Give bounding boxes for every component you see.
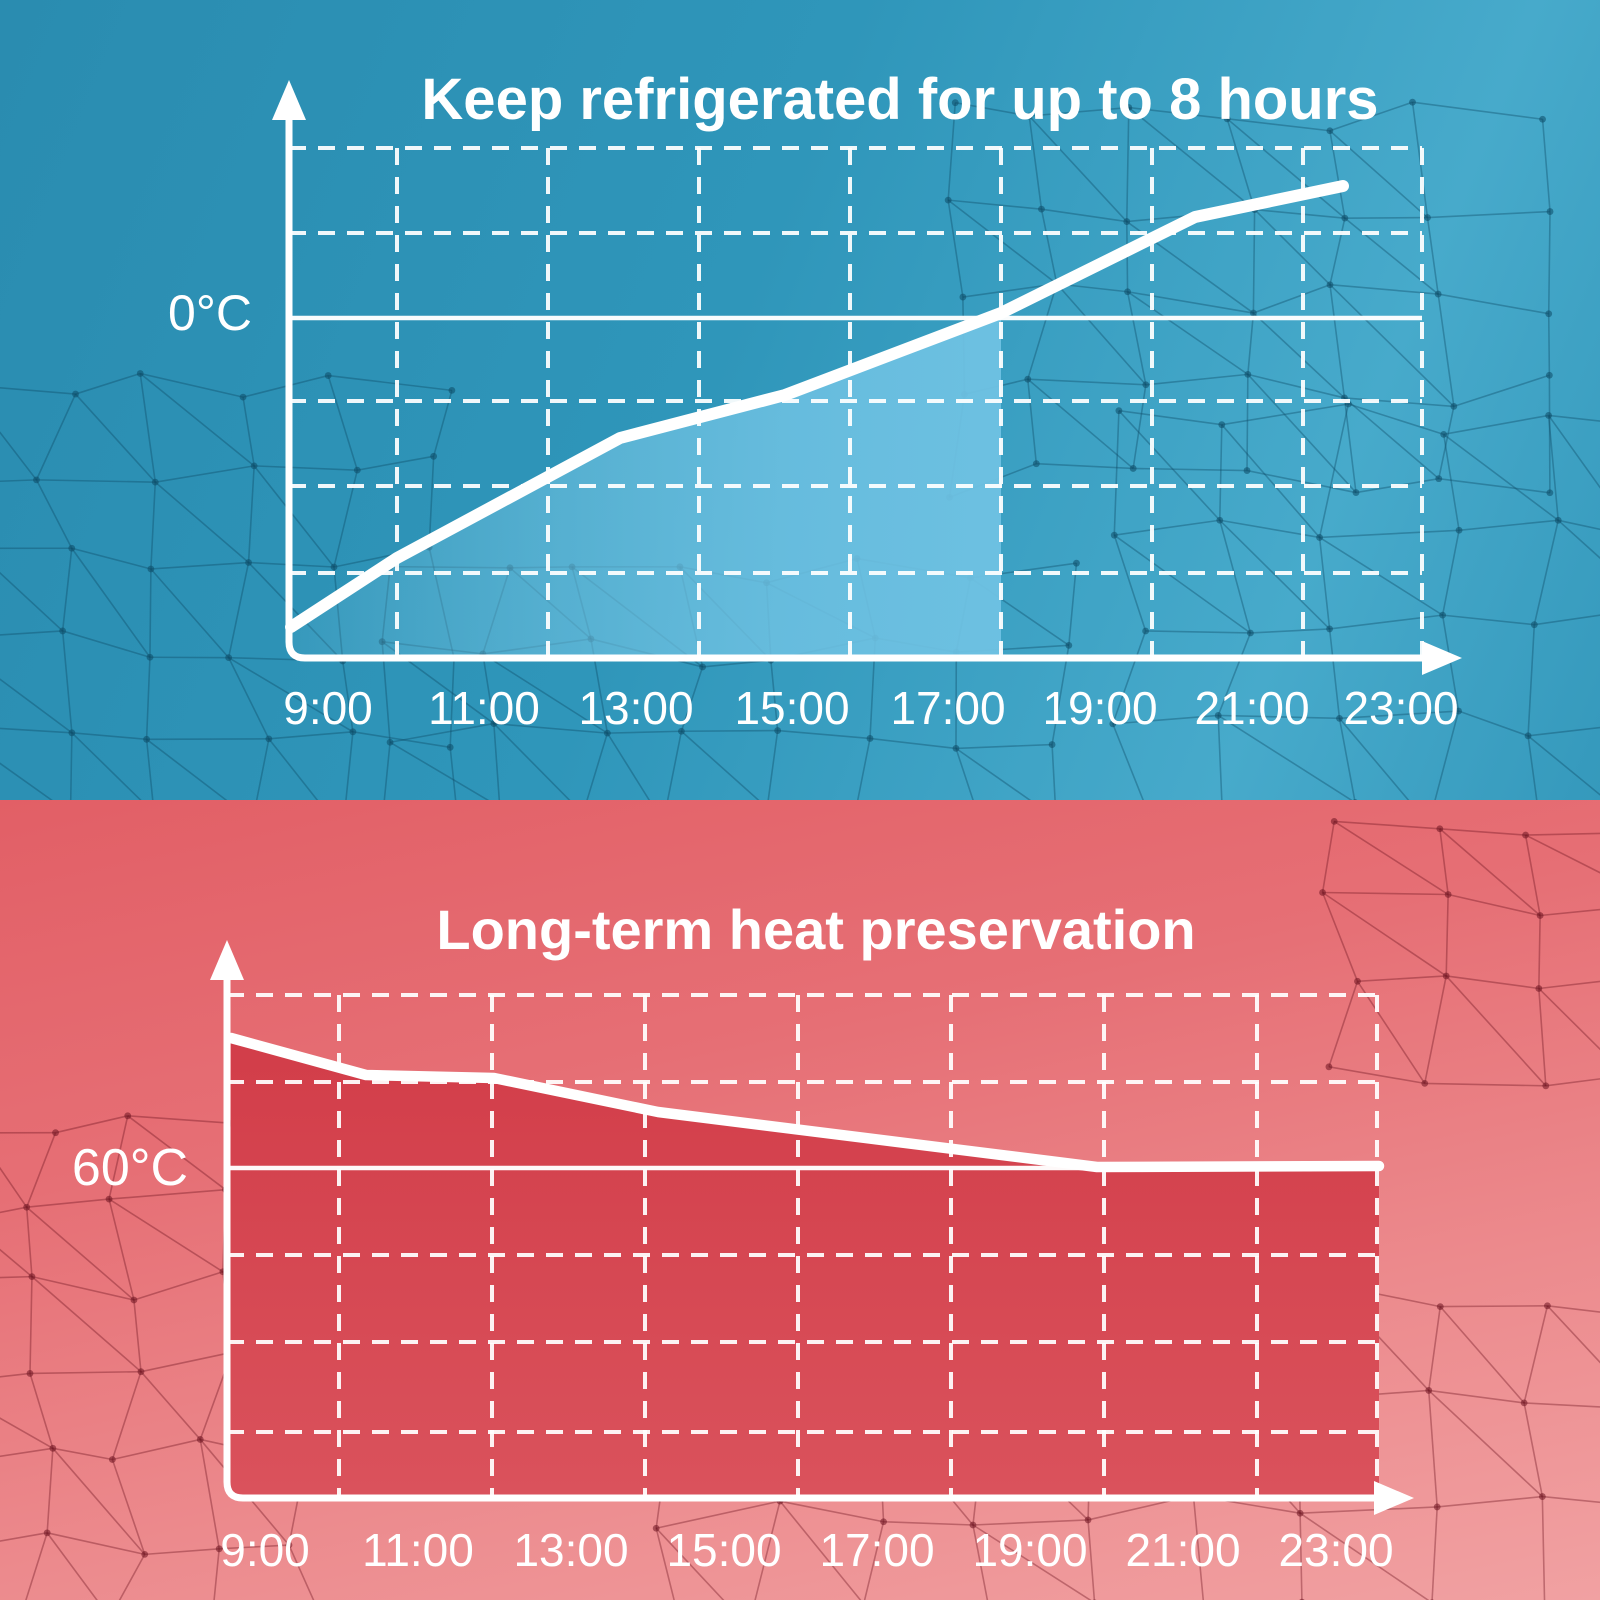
x-axis-arrow-icon (1422, 641, 1462, 675)
x-tick-label: 19:00 (972, 1524, 1088, 1576)
refrigerated-temperature-line (285, 180, 1349, 633)
mesh-decoration (1319, 818, 1600, 1090)
x-tick-label: 13:00 (513, 1524, 629, 1576)
grid (227, 993, 1379, 1498)
heat-preservation-title: Long-term heat preservation (436, 897, 1196, 961)
x-tick-label: 15:00 (666, 1524, 782, 1576)
x-tick-label: 15:00 (734, 682, 850, 734)
x-tick-label: 19:00 (1042, 682, 1158, 734)
grid (289, 146, 1424, 658)
heat-preservation-area-fill (229, 1038, 1379, 1496)
x-tick-label: 23:00 (1278, 1524, 1394, 1576)
x-tick-label: 9:00 (283, 682, 373, 734)
refrigerated-chart (0, 80, 1600, 800)
y-axis-arrow-icon (210, 940, 244, 980)
refrigerated-y-axis-label: 0°C (168, 285, 252, 341)
axes (285, 112, 1432, 662)
x-tick-label: 21:00 (1194, 682, 1310, 734)
refrigerated-title: Keep refrigerated for up to 8 hours (421, 66, 1379, 132)
heat-preservation-y-axis-label: 60°C (71, 1139, 189, 1197)
x-tick-label: 21:00 (1125, 1524, 1241, 1576)
refrigerated-panel: Keep refrigerated for up to 8 hours 0°C … (0, 0, 1600, 800)
x-tick-label: 23:00 (1343, 682, 1459, 734)
heat-preservation-chart (0, 818, 1600, 1600)
x-axis-arrow-icon (1374, 1481, 1414, 1515)
x-tick-label: 11:00 (428, 682, 540, 734)
x-tick-label: 13:00 (578, 682, 694, 734)
x-tick-label: 17:00 (819, 1524, 935, 1576)
x-tick-label: 9:00 (220, 1524, 310, 1576)
x-tick-label: 11:00 (362, 1524, 474, 1576)
axes (223, 972, 1384, 1502)
y-axis-arrow-icon (272, 80, 306, 120)
mesh-decoration (1109, 400, 1600, 800)
heat-preservation-panel: Long-term heat preservation 60°C 9:00 11:… (0, 800, 1600, 1600)
x-tick-label: 17:00 (890, 682, 1006, 734)
heat-preservation-temperature-line (225, 1032, 1385, 1173)
